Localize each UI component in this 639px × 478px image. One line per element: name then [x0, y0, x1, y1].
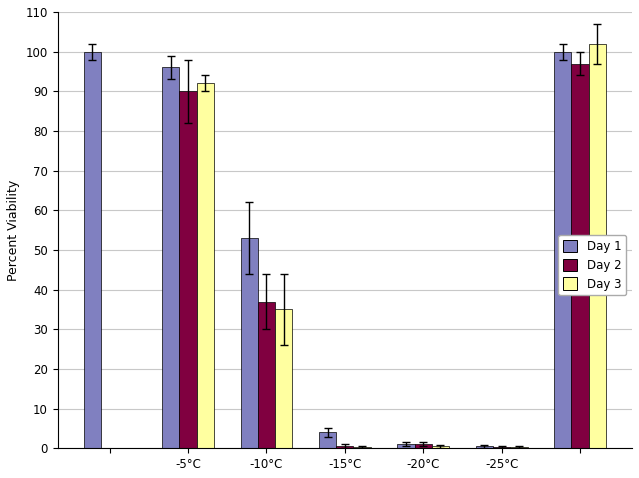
Bar — [415, 445, 432, 448]
Bar — [397, 445, 415, 448]
Bar — [589, 43, 606, 448]
Bar — [554, 52, 571, 448]
Bar — [511, 447, 528, 448]
Bar — [336, 446, 353, 448]
Bar — [476, 446, 493, 448]
Bar — [432, 446, 449, 448]
Bar — [275, 309, 292, 448]
Bar — [197, 83, 214, 448]
Bar — [180, 91, 197, 448]
Bar — [84, 52, 101, 448]
Bar — [162, 67, 180, 448]
Bar — [258, 302, 275, 448]
Bar — [571, 64, 589, 448]
Bar — [493, 447, 511, 448]
Bar — [319, 433, 336, 448]
Bar — [240, 238, 258, 448]
Y-axis label: Percent Viability: Percent Viability — [7, 180, 20, 281]
Legend: Day 1, Day 2, Day 3: Day 1, Day 2, Day 3 — [558, 235, 626, 295]
Bar — [353, 447, 371, 448]
